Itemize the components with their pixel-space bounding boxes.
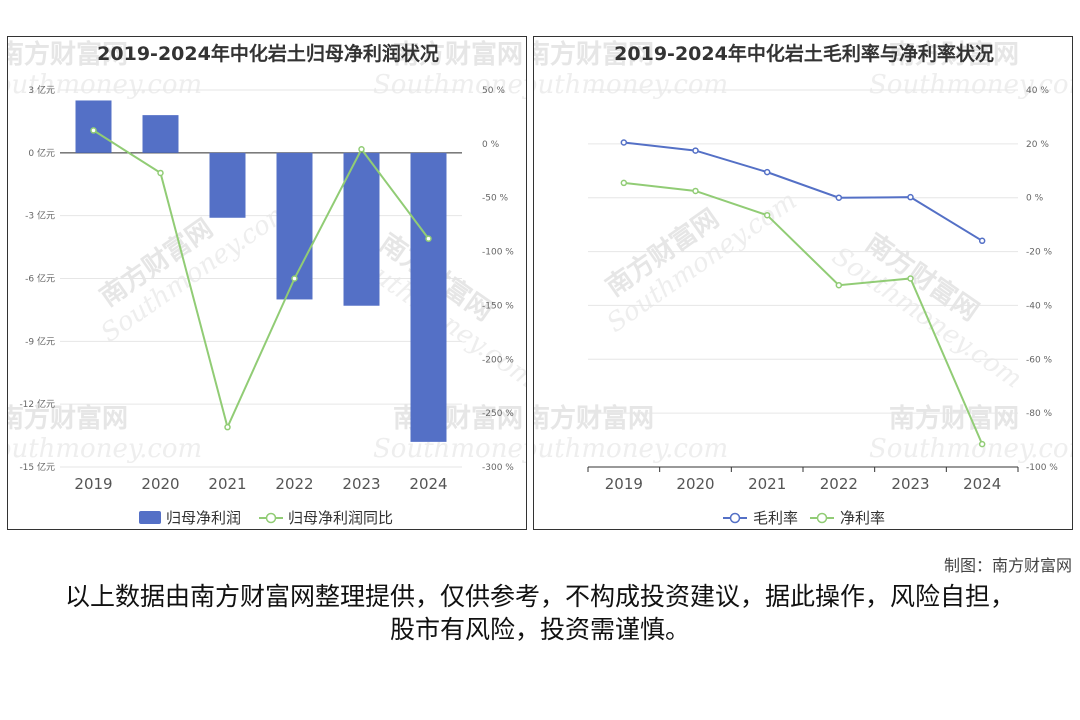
y-right-tick-label: -150 % bbox=[482, 301, 514, 311]
watermark-en: Southmoney.com bbox=[8, 434, 202, 464]
margin-chart-panel: 南方财富网Southmoney.com南方财富网Southmoney.com南方… bbox=[533, 36, 1073, 530]
chart-title: 2019-2024年中化岩土毛利率与净利率状况 bbox=[614, 42, 994, 65]
y-right-tick-label: -80 % bbox=[1026, 409, 1053, 419]
profit-chart-panel: 南方财富网Southmoney.com南方财富网Southmoney.com南方… bbox=[7, 36, 527, 530]
y-left-tick-label: -12 亿元 bbox=[19, 398, 55, 410]
series-line-net-margin bbox=[623, 181, 984, 445]
point-gross-margin bbox=[978, 237, 986, 245]
bar-net-profit bbox=[142, 115, 179, 153]
bar-net-profit bbox=[276, 152, 313, 300]
point-yoy bbox=[358, 145, 365, 153]
point-gross-margin bbox=[907, 193, 914, 201]
y-left-tick-label: 0 亿元 bbox=[28, 147, 55, 159]
point-yoy bbox=[425, 235, 432, 242]
chart-title: 2019-2024年中化岩土归母净利润状况 bbox=[97, 42, 439, 65]
x-tick-label: 2019 bbox=[74, 475, 112, 493]
bar-net-profit bbox=[343, 152, 380, 306]
profit-chart: 南方财富网Southmoney.com南方财富网Southmoney.com南方… bbox=[8, 39, 527, 527]
y-right-tick-label: 50 % bbox=[482, 86, 505, 96]
point-yoy bbox=[157, 169, 164, 177]
y-right-tick-label: 0 % bbox=[482, 140, 500, 150]
legend-label: 净利率 bbox=[840, 509, 885, 527]
legend-label: 归母净利润同比 bbox=[288, 509, 393, 527]
x-tick-label: 2021 bbox=[748, 475, 786, 493]
y-right-tick-label: -200 % bbox=[482, 355, 514, 365]
point-yoy bbox=[90, 127, 97, 134]
chart-credit: 制图：南方财富网 bbox=[943, 556, 1072, 575]
y-left-tick-label: -3 亿元 bbox=[25, 210, 55, 222]
point-net-margin bbox=[907, 275, 914, 282]
y-right-tick-label: -60 % bbox=[1026, 355, 1053, 365]
point-gross-margin bbox=[692, 147, 699, 154]
point-gross-margin bbox=[763, 168, 771, 176]
point-gross-margin bbox=[835, 194, 843, 201]
y-right-tick-label: -100 % bbox=[482, 248, 514, 258]
x-tick-label: 2022 bbox=[275, 475, 313, 493]
watermark-en: Southmoney.com bbox=[534, 70, 728, 100]
watermark-en: Southmoney.com bbox=[373, 70, 527, 100]
point-net-margin bbox=[692, 187, 699, 195]
watermark-en: Southmoney.com bbox=[373, 434, 527, 464]
watermark-cn: 南方财富网 bbox=[889, 39, 1019, 70]
watermark-cn: 南方财富网 bbox=[534, 403, 654, 434]
y-right-tick-label: -50 % bbox=[482, 194, 509, 204]
series-line-gross-margin bbox=[623, 141, 983, 242]
watermark-cn: 南方财富网 bbox=[8, 403, 128, 434]
x-tick-label: 2021 bbox=[208, 475, 246, 493]
x-tick-label: 2023 bbox=[342, 475, 380, 493]
disclaimer-text: 以上数据由南方财富网整理提供，仅供参考，不构成投资建议，据此操作，风险自担，股市… bbox=[64, 582, 1015, 644]
watermark-cn: 南方财富网 bbox=[393, 39, 523, 70]
y-right-tick-label: 20 % bbox=[1026, 140, 1049, 150]
point-net-margin bbox=[620, 179, 628, 187]
bar-net-profit bbox=[209, 152, 246, 218]
point-gross-margin bbox=[620, 139, 628, 146]
x-tick-label: 2022 bbox=[820, 475, 858, 493]
x-tick-label: 2020 bbox=[676, 475, 714, 493]
y-left-tick-label: 3 亿元 bbox=[28, 84, 55, 96]
y-right-tick-label: 0 % bbox=[1026, 194, 1044, 204]
watermark-cn: 南方财富网 bbox=[8, 39, 128, 70]
y-right-tick-label: 40 % bbox=[1026, 86, 1049, 96]
watermark-cn: 南方财富网 bbox=[889, 403, 1019, 434]
watermark-en: Southmoney.com bbox=[869, 70, 1073, 100]
y-right-tick-label: -250 % bbox=[482, 409, 514, 419]
point-net-margin bbox=[835, 281, 843, 289]
legend-swatch-bar bbox=[139, 511, 161, 524]
legend-swatch-marker bbox=[265, 512, 277, 524]
legend-label: 归母净利润 bbox=[166, 509, 241, 527]
bar-net-profit bbox=[75, 100, 112, 153]
x-tick-label: 2019 bbox=[605, 475, 643, 493]
watermark-en: Southmoney.com bbox=[534, 434, 728, 464]
x-tick-label: 2023 bbox=[891, 475, 929, 493]
watermark-en: Southmoney.com bbox=[8, 70, 202, 100]
legend-swatch-marker bbox=[816, 512, 828, 524]
watermark-cn: 南方财富网 bbox=[534, 39, 654, 70]
y-left-tick-label: -9 亿元 bbox=[25, 335, 55, 347]
point-net-margin bbox=[763, 211, 771, 219]
y-right-tick-label: -300 % bbox=[482, 463, 514, 473]
y-left-tick-label: -15 亿元 bbox=[19, 461, 55, 473]
point-yoy bbox=[224, 423, 231, 431]
y-right-tick-label: -100 % bbox=[1026, 463, 1058, 473]
x-tick-label: 2024 bbox=[963, 475, 1001, 493]
point-yoy bbox=[291, 275, 298, 282]
watermark-en: Southmoney.com bbox=[869, 434, 1073, 464]
y-right-tick-label: -40 % bbox=[1026, 301, 1053, 311]
legend-label: 毛利率 bbox=[753, 509, 798, 527]
y-right-tick-label: -20 % bbox=[1026, 248, 1053, 258]
margin-chart: 南方财富网Southmoney.com南方财富网Southmoney.com南方… bbox=[534, 39, 1073, 527]
legend-swatch-marker bbox=[729, 512, 741, 524]
point-net-margin bbox=[978, 440, 986, 448]
x-tick-label: 2024 bbox=[409, 475, 447, 493]
series-line-yoy bbox=[92, 129, 430, 431]
bar-net-profit bbox=[410, 152, 447, 442]
y-left-tick-label: -6 亿元 bbox=[25, 273, 55, 285]
x-tick-label: 2020 bbox=[141, 475, 179, 493]
